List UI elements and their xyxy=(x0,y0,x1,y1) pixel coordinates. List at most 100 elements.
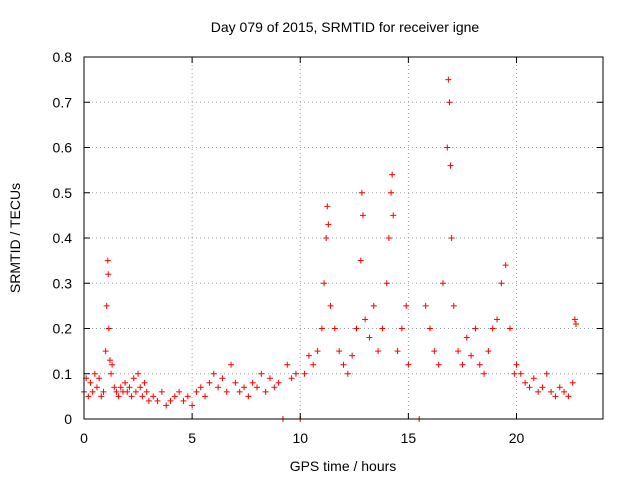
data-point xyxy=(310,361,317,368)
data-point xyxy=(422,302,429,309)
y-tick-label: 0.8 xyxy=(53,49,73,65)
x-tick-label: 10 xyxy=(292,430,308,446)
data-point xyxy=(132,388,139,395)
data-point xyxy=(128,393,135,400)
data-point xyxy=(403,302,410,309)
data-point xyxy=(476,361,483,368)
data-point xyxy=(379,325,386,332)
data-point xyxy=(104,257,111,264)
data-point xyxy=(370,302,377,309)
y-tick-label: 0.5 xyxy=(53,185,73,201)
data-point xyxy=(353,325,360,332)
data-point xyxy=(122,379,129,386)
data-point xyxy=(126,384,133,391)
data-point xyxy=(105,271,112,278)
data-point xyxy=(494,316,501,323)
data-point xyxy=(202,393,209,400)
data-point xyxy=(340,361,347,368)
data-point xyxy=(236,388,243,395)
data-point xyxy=(135,370,142,377)
data-point xyxy=(435,361,442,368)
y-tick-label: 0.7 xyxy=(53,94,73,110)
data-point xyxy=(398,325,405,332)
data-point xyxy=(405,361,412,368)
data-point xyxy=(232,379,239,386)
data-point xyxy=(130,375,137,382)
data-point xyxy=(571,316,578,323)
data-points xyxy=(81,76,579,422)
data-point xyxy=(167,397,174,404)
data-point xyxy=(318,325,325,332)
data-point xyxy=(321,280,328,287)
y-tick-label: 0.1 xyxy=(53,366,73,382)
data-point xyxy=(472,325,479,332)
data-point xyxy=(344,370,351,377)
chart-title: Day 079 of 2015, SRMTID for receiver ign… xyxy=(211,19,480,35)
data-point xyxy=(87,379,94,386)
data-point xyxy=(245,393,252,400)
y-tick-label: 0.2 xyxy=(53,321,73,337)
data-point xyxy=(143,388,150,395)
data-point xyxy=(292,370,299,377)
data-point xyxy=(249,379,256,386)
data-point xyxy=(349,352,356,359)
data-point xyxy=(91,370,98,377)
data-point xyxy=(171,393,178,400)
data-point xyxy=(569,379,576,386)
data-point xyxy=(448,235,455,241)
data-point xyxy=(124,388,131,395)
data-point xyxy=(228,361,235,368)
data-point xyxy=(489,325,496,332)
data-point xyxy=(331,325,338,332)
data-point xyxy=(450,302,457,309)
data-point xyxy=(314,348,321,355)
data-point xyxy=(137,384,144,391)
x-axis-ticks: 0 5 10 15 20 xyxy=(80,57,524,446)
data-point xyxy=(103,302,110,309)
x-tick-label: 15 xyxy=(401,430,417,446)
data-point xyxy=(388,189,395,196)
data-point xyxy=(394,348,401,355)
data-point xyxy=(375,348,382,355)
x-axis-label: GPS time / hours xyxy=(290,458,397,474)
data-point xyxy=(258,370,265,377)
data-point xyxy=(93,384,100,391)
data-point xyxy=(176,388,183,395)
data-point xyxy=(485,348,492,355)
data-point xyxy=(100,388,107,395)
data-point xyxy=(446,99,453,106)
data-point xyxy=(445,76,452,83)
data-point xyxy=(111,384,118,391)
data-point xyxy=(366,334,373,341)
data-point xyxy=(439,280,446,287)
data-point xyxy=(108,370,115,377)
data-point xyxy=(89,388,96,395)
data-point xyxy=(325,221,332,228)
data-point xyxy=(184,393,191,400)
data-point xyxy=(447,162,454,169)
data-point xyxy=(535,388,542,395)
data-point xyxy=(105,325,112,332)
data-point xyxy=(98,393,105,400)
data-point xyxy=(210,370,217,377)
data-point xyxy=(189,402,196,409)
data-point xyxy=(305,352,312,359)
y-axis-ticks: 0 0.1 0.2 0.3 0.4 0.5 0.6 0.7 0.8 xyxy=(53,49,603,427)
data-point xyxy=(431,348,438,355)
data-point xyxy=(526,384,533,391)
data-point xyxy=(106,357,113,364)
data-point xyxy=(115,393,122,400)
data-point xyxy=(390,212,397,219)
data-point xyxy=(180,397,187,404)
data-point xyxy=(513,361,520,368)
data-point xyxy=(197,384,204,391)
data-point xyxy=(154,397,161,404)
data-point xyxy=(327,302,334,309)
data-point xyxy=(511,370,518,377)
data-point xyxy=(468,352,475,359)
data-point xyxy=(301,370,308,377)
data-point xyxy=(254,384,260,391)
data-point xyxy=(357,257,364,264)
data-point xyxy=(561,388,568,395)
data-point xyxy=(383,280,390,287)
